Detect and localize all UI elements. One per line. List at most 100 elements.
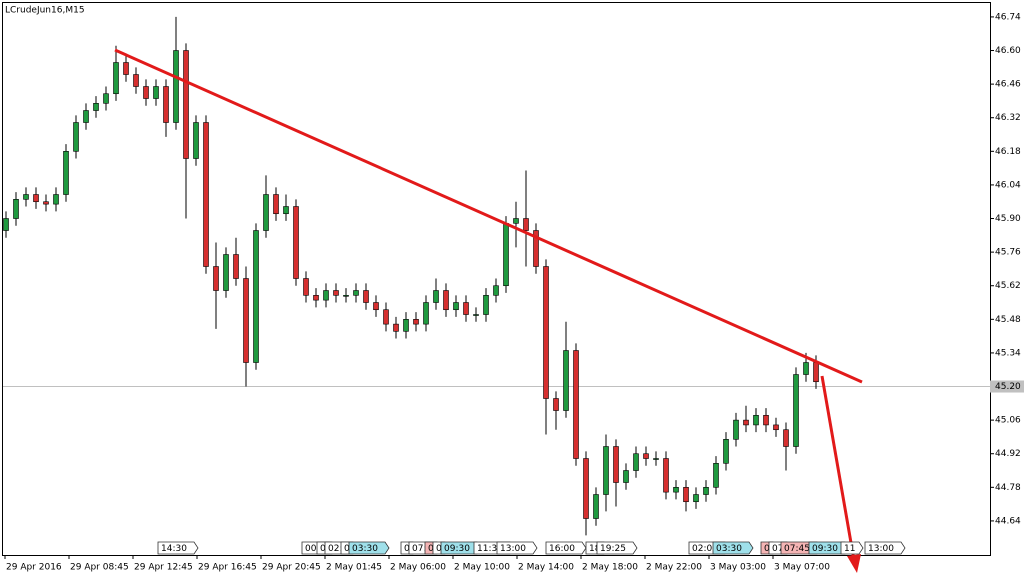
event-label: 07 <box>772 544 783 554</box>
event-marker <box>596 541 638 555</box>
candle-body <box>273 194 279 215</box>
candle-body <box>343 295 349 297</box>
candle-body <box>323 290 329 301</box>
x-tick-label: 3 May 07:00 <box>774 563 830 573</box>
candle-body <box>673 487 679 493</box>
candle-body <box>263 194 269 231</box>
x-tick-label: 3 May 03:00 <box>710 563 766 573</box>
candle-body <box>43 201 49 205</box>
candle-body <box>393 323 399 332</box>
event-label: 0 <box>436 544 442 554</box>
x-tick-label: 2 May 18:00 <box>582 563 638 573</box>
candle-body <box>23 194 29 200</box>
candle-body <box>153 86 159 99</box>
candle-body <box>133 74 139 87</box>
candle-body <box>663 458 669 493</box>
candle-body <box>113 62 119 95</box>
candle-body <box>453 302 459 311</box>
x-tick-label: 2 May 06:00 <box>390 563 446 573</box>
candle-body <box>163 86 169 123</box>
candle-body <box>413 319 419 325</box>
candle-body <box>373 302 379 311</box>
y-tick-label: 46.04 <box>995 180 1021 190</box>
candle-body <box>493 285 499 296</box>
candle-body <box>463 302 469 315</box>
candle-body <box>3 218 9 231</box>
event-label: 03:30 <box>352 544 378 554</box>
y-tick-label: 46.46 <box>995 80 1021 90</box>
candle-body <box>813 362 819 383</box>
event-marker <box>157 541 199 555</box>
candle-body <box>213 266 219 291</box>
event-label: 0 <box>344 544 350 554</box>
candle-body <box>183 50 189 159</box>
arrow-head <box>847 554 861 573</box>
candle-body <box>143 86 149 99</box>
candle-body <box>473 314 479 316</box>
event-label: 00:0 <box>305 544 325 554</box>
candle-body <box>503 223 509 287</box>
y-tick-label: 46.18 <box>995 147 1021 157</box>
candle-body <box>243 278 249 363</box>
y-tick-label: 46.74 <box>995 12 1021 22</box>
candle-body <box>543 266 549 399</box>
candle-body <box>533 230 539 267</box>
event-label: 13:00 <box>500 544 526 554</box>
x-tick-label: 2 May 14:00 <box>518 563 574 573</box>
y-tick-label: 45.76 <box>995 248 1021 258</box>
candle-body <box>433 290 439 303</box>
candle-body <box>303 278 309 296</box>
candle-body <box>203 122 209 267</box>
candle-body <box>683 487 689 503</box>
event-label: 11 <box>844 544 855 554</box>
candle-body <box>353 290 359 296</box>
event-marker <box>545 541 587 555</box>
candle-body <box>733 419 739 440</box>
candle-body <box>423 302 429 325</box>
candle-body <box>253 230 259 363</box>
x-tick-label: 29 Apr 08:45 <box>70 563 129 573</box>
event-marker <box>840 541 864 555</box>
event-marker <box>864 541 906 555</box>
candle-body <box>283 206 289 215</box>
event-label: 09:30 <box>812 544 838 554</box>
candle-body <box>803 362 809 375</box>
candle-body <box>603 446 609 495</box>
candle-body <box>563 350 569 411</box>
x-tick-label: 29 Apr 12:45 <box>134 563 193 573</box>
candle-body <box>193 122 199 159</box>
event-label: 0 <box>320 544 326 554</box>
x-tick-label: 2 May 22:00 <box>646 563 702 573</box>
candle-body <box>653 458 659 460</box>
y-tick-label: 46.32 <box>995 113 1021 123</box>
candle-body <box>773 424 779 431</box>
x-tick-label: 29 Apr 2016 <box>6 563 62 573</box>
candle-body <box>593 494 599 519</box>
y-tick-label: 44.78 <box>995 483 1021 493</box>
event-marker <box>496 541 538 555</box>
event-label: 14:30 <box>161 544 187 554</box>
chart-title: LCrudeJun16,M15 <box>5 6 85 16</box>
y-tick-label: 45.34 <box>995 348 1021 358</box>
candle-body <box>723 439 729 464</box>
candle-body <box>483 295 489 315</box>
y-tick-label: 45.62 <box>995 281 1021 291</box>
candle-body <box>123 62 129 75</box>
candle-body <box>293 206 299 279</box>
candle-body <box>793 374 799 447</box>
candle-body <box>643 453 649 459</box>
candle-body <box>633 453 639 471</box>
candle-body <box>63 151 69 195</box>
event-label: 03:30 <box>716 544 742 554</box>
candle-body <box>103 93 109 104</box>
candle-body <box>553 398 559 411</box>
x-tick-label: 29 Apr 16:45 <box>198 563 257 573</box>
event-marker <box>348 541 390 555</box>
y-tick-label: 44.64 <box>995 516 1021 526</box>
event-label: 13:00 <box>868 544 894 554</box>
candle-body <box>523 218 529 231</box>
event-label: 02: <box>328 544 342 554</box>
candle-body <box>623 470 629 483</box>
event-label: 11:30 <box>477 544 503 554</box>
y-tick-label: 45.06 <box>995 416 1021 426</box>
